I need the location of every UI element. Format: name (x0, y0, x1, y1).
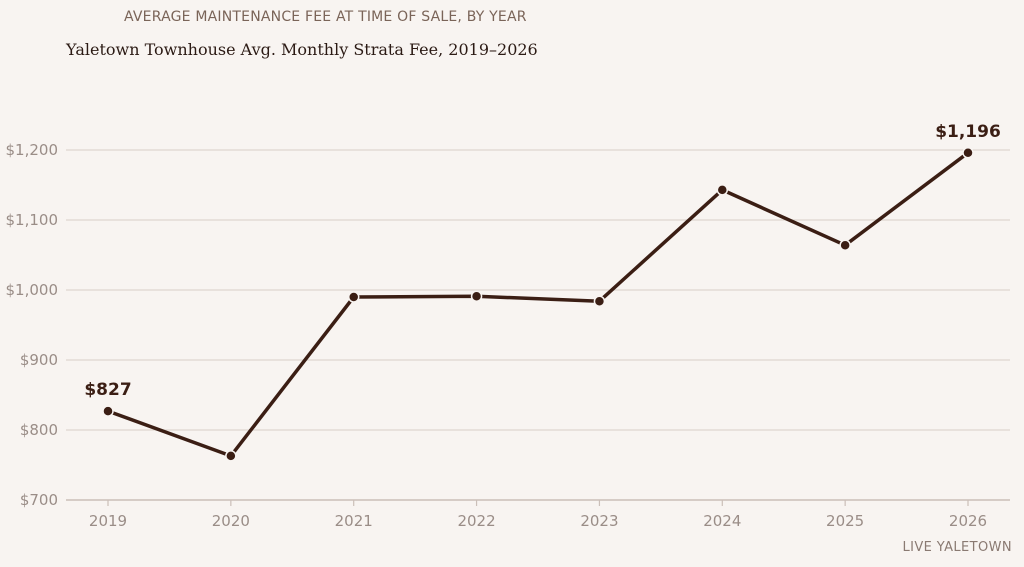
chart-title: Yaletown Townhouse Avg. Monthly Strata F… (66, 40, 538, 59)
data-point (225, 450, 237, 462)
y-tick-label: $1,100 (6, 211, 59, 229)
x-tick-label: 2020 (212, 512, 250, 530)
data-point (716, 184, 729, 196)
data-point (347, 291, 360, 303)
data-point (470, 290, 483, 303)
x-tick-label: 2026 (949, 512, 987, 530)
data-point (962, 147, 974, 159)
x-tick-label: 2024 (703, 512, 741, 530)
x-tick-label: 2023 (580, 512, 618, 530)
x-tick-label: 2019 (89, 512, 127, 530)
y-tick-label: $1,200 (6, 141, 59, 159)
y-tick-label: $900 (20, 351, 58, 369)
series-line (106, 151, 970, 458)
y-tick-label: $1,000 (6, 281, 59, 299)
source-credit: LIVE YALETOWN (902, 540, 1012, 555)
data-label: $1,196 (935, 122, 1001, 142)
chart-supertitle: AVERAGE MAINTENANCE FEE AT TIME OF SALE,… (124, 9, 527, 25)
data-point (593, 295, 606, 307)
x-tick-label: 2025 (826, 512, 864, 530)
x-tick-label: 2022 (457, 512, 495, 530)
y-tick-label: $800 (20, 421, 58, 439)
data-point (102, 405, 114, 417)
x-tick-label: 2021 (335, 512, 373, 530)
y-tick-label: $700 (20, 491, 58, 509)
data-point (839, 239, 851, 251)
data-label: $827 (84, 380, 131, 400)
